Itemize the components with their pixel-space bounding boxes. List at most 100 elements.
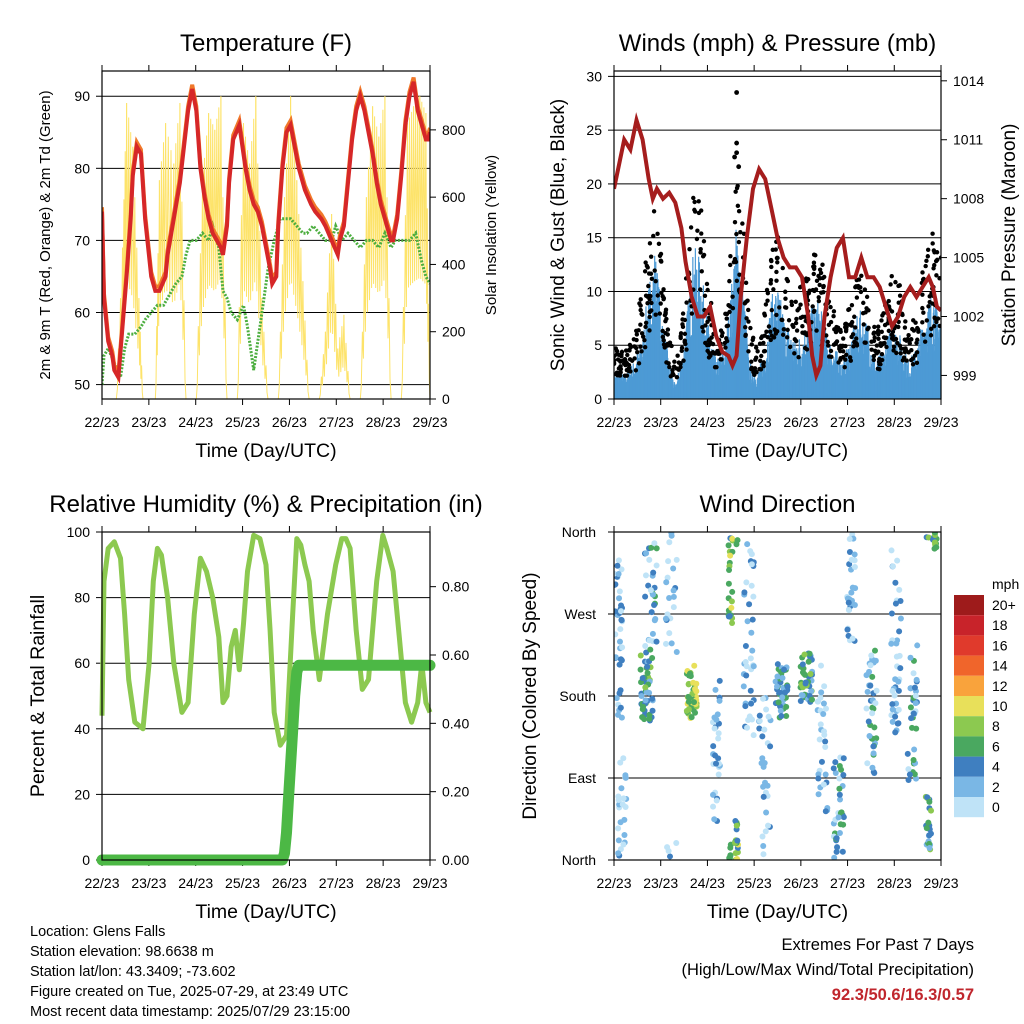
gust-point bbox=[862, 340, 867, 345]
gust-point bbox=[789, 299, 794, 305]
gust-point bbox=[759, 353, 764, 359]
gust-point bbox=[851, 344, 856, 349]
wind-direction-point bbox=[614, 582, 618, 589]
gust-point bbox=[766, 324, 772, 329]
x-tick-label: 29/23 bbox=[412, 875, 447, 891]
gust-point bbox=[706, 338, 711, 344]
wind-direction-point bbox=[742, 642, 749, 649]
gust-point bbox=[854, 295, 860, 300]
gust-point bbox=[704, 281, 710, 287]
y-tick-label: 90 bbox=[74, 88, 90, 104]
wind-direction-point bbox=[816, 736, 823, 743]
y2-tick-label: 400 bbox=[442, 256, 466, 272]
gust-point bbox=[692, 199, 697, 205]
wind-direction-point bbox=[732, 817, 739, 824]
wind-direction-point bbox=[713, 760, 720, 767]
gust-point bbox=[934, 319, 939, 325]
gust-point bbox=[780, 265, 785, 271]
gust-point bbox=[647, 297, 652, 302]
x-tick-label: 29/23 bbox=[412, 414, 447, 430]
gust-point bbox=[647, 328, 652, 333]
wind-direction-point bbox=[849, 635, 856, 642]
wind-direction-point bbox=[897, 597, 904, 604]
chart-panel-temperature: Temperature (F) Time (Day/UTC) 2m & 9m T (… bbox=[37, 30, 500, 462]
wind-direction-point bbox=[777, 707, 784, 714]
gust-point bbox=[774, 312, 779, 318]
gust-point bbox=[874, 351, 879, 356]
gust-point bbox=[889, 273, 894, 279]
gust-point bbox=[854, 336, 859, 341]
wind-direction-point bbox=[911, 684, 918, 691]
x-tick-label: 29/23 bbox=[923, 875, 958, 891]
wind-direction-point bbox=[817, 721, 824, 728]
y-tick-label: 60 bbox=[74, 655, 90, 671]
y-tick-label: 20 bbox=[74, 786, 90, 802]
wind-direction-point bbox=[799, 692, 806, 699]
wind-direction-point bbox=[820, 781, 827, 788]
gust-point bbox=[929, 326, 934, 332]
gust-point bbox=[640, 312, 645, 317]
solar-insolation-line bbox=[243, 123, 251, 303]
y2-tick-label: 0.20 bbox=[442, 784, 469, 800]
gust-point bbox=[920, 305, 925, 311]
wind-direction-point bbox=[649, 707, 656, 714]
gust-point bbox=[780, 332, 786, 337]
wind-direction-point bbox=[666, 630, 673, 637]
wind-direction-point bbox=[617, 704, 624, 711]
wind-direction-point bbox=[664, 844, 671, 851]
gust-point bbox=[904, 337, 910, 343]
wind-direction-point bbox=[744, 724, 751, 731]
gust-point bbox=[761, 362, 766, 367]
wind-direction-point bbox=[622, 774, 629, 781]
wind-direction-point bbox=[693, 688, 700, 695]
gust-point bbox=[625, 352, 630, 358]
wind-direction-point bbox=[851, 551, 858, 558]
gust-point bbox=[619, 353, 624, 359]
wind-direction-point bbox=[642, 697, 649, 704]
chart-panel-wind-direction: Wind Direction Time (Day/UTC) Direction (C… bbox=[520, 491, 1019, 923]
y-tick-label: 5 bbox=[594, 337, 602, 353]
wind-direction-point bbox=[836, 830, 843, 837]
gust-point bbox=[850, 332, 856, 337]
x-tick-label: 23/23 bbox=[643, 414, 678, 430]
wind-direction-point bbox=[823, 705, 830, 712]
plot-border bbox=[101, 70, 431, 400]
gust-point bbox=[656, 241, 662, 246]
gust-point bbox=[834, 339, 840, 344]
gust-point bbox=[848, 358, 853, 363]
wind-direction-point bbox=[869, 673, 876, 680]
gust-point bbox=[736, 164, 742, 170]
gust-point bbox=[849, 319, 855, 325]
wind-direction-point bbox=[912, 700, 919, 707]
wind-direction-point bbox=[716, 677, 723, 684]
gust-point bbox=[627, 342, 633, 348]
gust-point bbox=[658, 251, 664, 257]
solar-insolation-line bbox=[359, 197, 367, 399]
gust-point bbox=[821, 284, 826, 290]
gust-point bbox=[692, 209, 698, 214]
solar-insolation-line bbox=[425, 113, 430, 399]
x-tick-label: 25/23 bbox=[225, 414, 260, 430]
y2-tick-label: 200 bbox=[442, 324, 466, 340]
wind-direction-point bbox=[904, 750, 911, 757]
gust-point bbox=[758, 367, 764, 372]
wind-direction-point bbox=[614, 608, 619, 615]
gust-point bbox=[934, 250, 940, 255]
wind-direction-point bbox=[888, 640, 895, 647]
gust-point bbox=[781, 327, 787, 332]
wind-direction-point bbox=[845, 607, 852, 614]
wind-direction-point bbox=[759, 755, 766, 762]
solar-insolation-line bbox=[132, 146, 140, 349]
gust-point bbox=[784, 305, 789, 310]
wind-direction-point bbox=[869, 704, 876, 711]
gust-point bbox=[680, 311, 686, 316]
gust-point bbox=[618, 364, 623, 369]
gust-point bbox=[740, 221, 745, 226]
gust-point bbox=[877, 361, 882, 367]
legend-label: 8 bbox=[992, 718, 1000, 734]
gust-point bbox=[671, 364, 677, 369]
y-tick-label: 30 bbox=[586, 68, 602, 84]
gust-point bbox=[771, 287, 776, 292]
gust-point bbox=[687, 247, 692, 252]
gust-point bbox=[712, 364, 718, 370]
